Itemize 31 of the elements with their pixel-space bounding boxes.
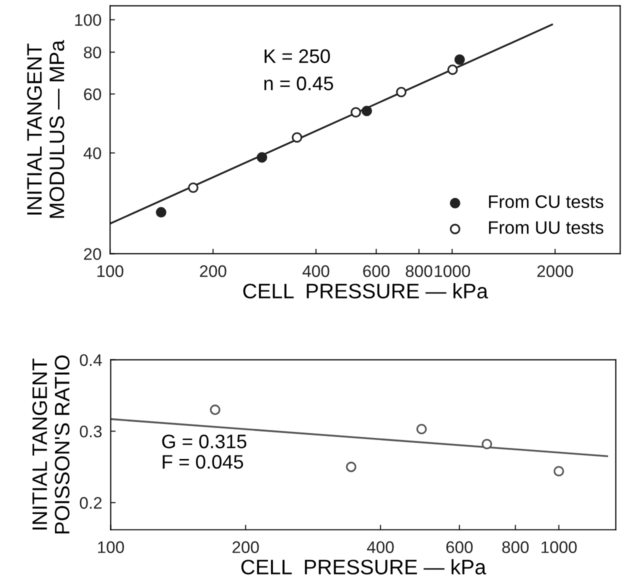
x-tick-label: 200 [232,541,259,554]
y-tick-label: 20 [84,248,102,260]
x-tick-label: 800 [406,265,432,278]
x-tick-label: 100 [97,265,124,278]
y-tick-label: 100 [75,14,102,26]
y-tick-label: 0.2 [80,497,102,509]
annotation: F = 0.045 [162,454,244,469]
y-tick-label: 0.4 [80,354,102,366]
x-tick-label: 600 [363,265,390,278]
y-tick-label: 0.3 [80,426,102,438]
legend-label: From CU tests [489,195,604,208]
x-tick-label: 1000 [542,541,577,554]
x-tick-label: 400 [302,265,330,278]
x-tick-label: 400 [366,541,394,554]
annotation: G = 0.315 [162,434,246,448]
y-axis-title: INITIAL TANGENT POISSON'S RATIO [32,355,70,534]
x-tick-label: 1000 [434,265,470,278]
x-tick-label: 100 [98,541,124,554]
x-tick-label: 600 [446,541,473,554]
x-tick-label: 200 [200,265,226,278]
y-tick-label: 60 [84,88,102,100]
x-tick-label: 800 [502,541,529,554]
annotation: K = 250 [264,49,330,64]
y-tick-label: 80 [84,46,102,58]
y-tick-label: 40 [84,147,102,160]
legend-label: From UU tests [489,221,604,234]
y-axis-title: INITIAL TANGENT MODULUS — MPa [27,40,64,218]
x-tick-label: 2000 [537,265,573,278]
x-axis-title: CELL PRESSURE — kPa [241,559,486,574]
annotation: n = 0.45 [264,76,334,90]
x-axis-title: CELL PRESSURE — kPa [243,283,488,298]
